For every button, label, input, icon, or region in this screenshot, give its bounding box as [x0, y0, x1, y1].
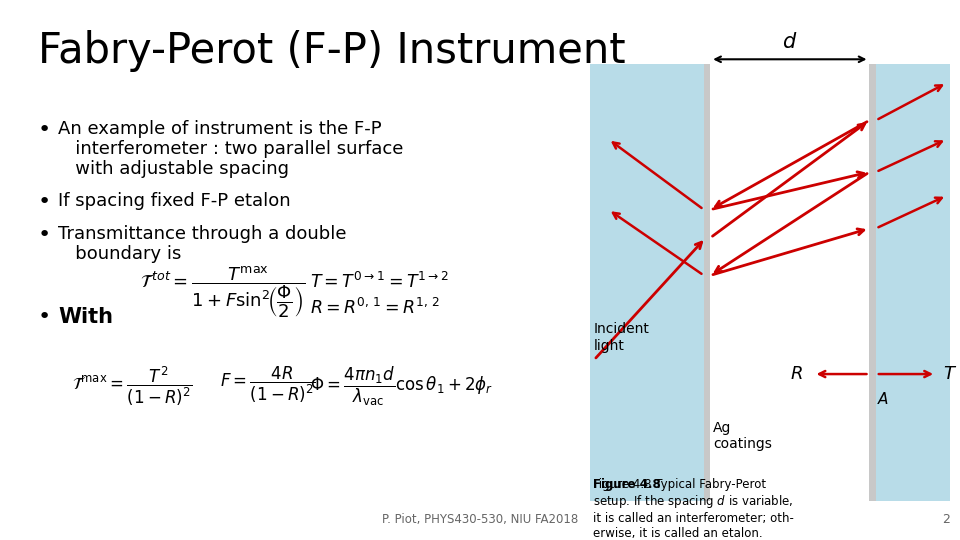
Text: $\mathcal{T}^{\max} = \dfrac{T^2}{(1-R)^2}$: $\mathcal{T}^{\max} = \dfrac{T^2}{(1-R)^… — [72, 365, 193, 408]
Text: 2: 2 — [942, 513, 950, 526]
Text: •: • — [38, 120, 51, 140]
Bar — [590, 64, 706, 501]
Text: Transmittance through a double: Transmittance through a double — [58, 225, 347, 243]
Text: $\Phi = \dfrac{4\pi n_1 d}{\lambda_{\mathrm{vac}}}\cos\theta_1 + 2\phi_r$: $\Phi = \dfrac{4\pi n_1 d}{\lambda_{\mat… — [310, 365, 493, 408]
Text: If spacing fixed F-P etalon: If spacing fixed F-P etalon — [58, 192, 291, 210]
Text: •: • — [38, 307, 51, 327]
Text: $R$: $R$ — [790, 365, 803, 383]
Bar — [870, 64, 876, 501]
Text: $T$: $T$ — [943, 365, 957, 383]
Text: $T = T^{0\rightarrow 1} = T^{1\rightarrow 2}$: $T = T^{0\rightarrow 1} = T^{1\rightarro… — [310, 272, 449, 292]
Text: $R = R^{0,\,1} = R^{1,\,2}$: $R = R^{0,\,1} = R^{1,\,2}$ — [310, 298, 440, 318]
Text: An example of instrument is the F-P: An example of instrument is the F-P — [58, 120, 382, 138]
Text: $\mathcal{T}^{\,tot} = \dfrac{T^{\max}}{1 + F\sin^2\!\!\left(\dfrac{\Phi}{2}\rig: $\mathcal{T}^{\,tot} = \dfrac{T^{\max}}{… — [140, 265, 305, 320]
Text: With: With — [58, 307, 113, 327]
Text: Fabry-Perot (F-P) Instrument: Fabry-Perot (F-P) Instrument — [38, 30, 626, 72]
Text: Figure 4.8 Typical Fabry-Perot
setup. If the spacing $d$ is variable,
it is call: Figure 4.8 Typical Fabry-Perot setup. If… — [593, 478, 794, 540]
Text: interferometer : two parallel surface: interferometer : two parallel surface — [58, 140, 403, 158]
Text: Figure 4.8: Figure 4.8 — [593, 478, 661, 491]
Text: •: • — [38, 225, 51, 245]
Text: Incident
light: Incident light — [594, 322, 650, 353]
Text: Ag
coatings: Ag coatings — [712, 421, 772, 451]
Text: P. Piot, PHYS430-530, NIU FA2018: P. Piot, PHYS430-530, NIU FA2018 — [382, 513, 578, 526]
Bar — [872, 64, 950, 501]
Text: $F = \dfrac{4R}{(1-R)^2}$: $F = \dfrac{4R}{(1-R)^2}$ — [220, 365, 316, 406]
Text: boundary is: boundary is — [58, 245, 181, 263]
Text: $d$: $d$ — [782, 32, 798, 52]
Text: •: • — [38, 192, 51, 212]
Text: with adjustable spacing: with adjustable spacing — [58, 160, 289, 178]
Bar — [704, 64, 710, 501]
Text: $A$: $A$ — [876, 390, 889, 407]
